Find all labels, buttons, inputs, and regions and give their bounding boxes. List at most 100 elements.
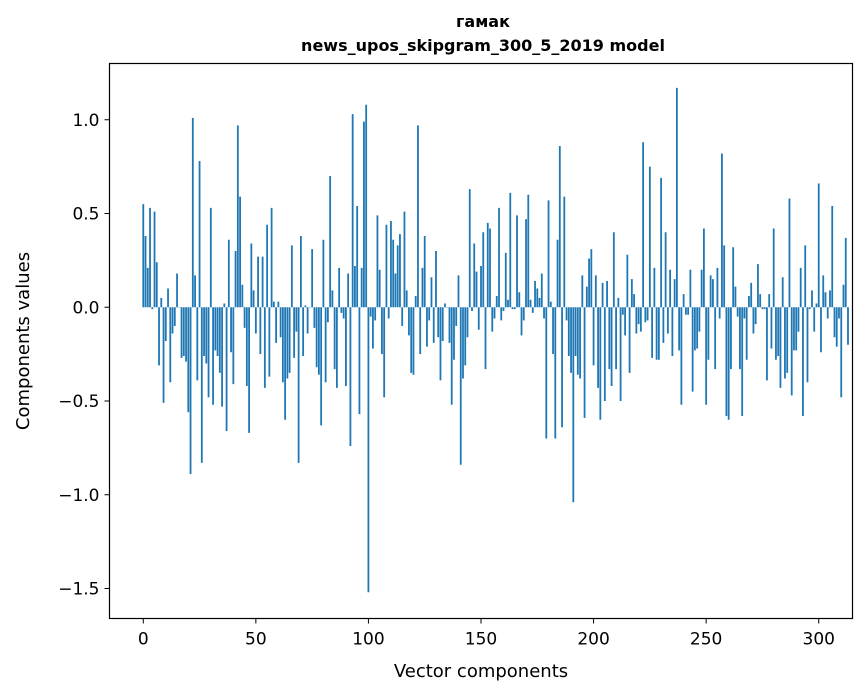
bar xyxy=(698,307,701,332)
bar xyxy=(572,307,575,503)
bar xyxy=(227,239,230,308)
bar xyxy=(493,307,496,319)
bar xyxy=(813,307,816,332)
bar xyxy=(651,307,654,358)
bar xyxy=(666,307,669,334)
bar xyxy=(367,307,370,593)
bar xyxy=(338,267,341,308)
bar xyxy=(160,297,163,308)
bar xyxy=(158,307,160,366)
bar xyxy=(333,307,336,370)
bar xyxy=(394,273,397,308)
bar xyxy=(806,307,809,383)
bar xyxy=(741,307,744,416)
x-tick-label: 300 xyxy=(803,630,835,650)
bar xyxy=(615,307,617,370)
bar xyxy=(495,296,498,308)
bar xyxy=(272,301,275,308)
bar xyxy=(336,307,338,388)
bar xyxy=(171,307,174,334)
bar xyxy=(763,307,766,310)
bar xyxy=(579,307,581,379)
bar xyxy=(363,121,365,308)
bar xyxy=(554,307,557,439)
bar xyxy=(432,307,435,343)
bar xyxy=(473,243,476,308)
bar xyxy=(536,288,539,308)
bar xyxy=(570,307,572,373)
bar xyxy=(173,307,176,326)
bar xyxy=(716,267,719,308)
bar xyxy=(671,307,674,356)
bar xyxy=(281,307,284,383)
bar xyxy=(628,307,631,373)
bar xyxy=(448,307,451,343)
bar xyxy=(534,281,536,308)
bar xyxy=(675,87,678,308)
bar xyxy=(673,279,676,308)
bar xyxy=(565,307,568,321)
bar xyxy=(680,307,683,405)
bar xyxy=(693,307,696,351)
bar xyxy=(297,307,300,463)
bar xyxy=(696,307,699,349)
bar xyxy=(223,303,226,308)
bar xyxy=(558,146,561,308)
bar xyxy=(718,307,721,319)
bar xyxy=(585,286,588,308)
bar xyxy=(270,207,273,308)
bar xyxy=(777,307,780,356)
bar xyxy=(793,307,795,351)
bar xyxy=(754,307,757,325)
bar xyxy=(327,307,329,323)
x-axis-ticks: 0 50 100 150 200 250 300 xyxy=(138,618,835,650)
bar xyxy=(653,267,656,308)
bar xyxy=(358,307,361,415)
bar xyxy=(829,290,831,308)
bar xyxy=(538,297,541,308)
bar xyxy=(705,307,708,405)
bar xyxy=(430,277,433,308)
bar xyxy=(563,196,566,308)
bar xyxy=(635,307,638,334)
bar xyxy=(317,307,320,375)
bar xyxy=(831,206,834,308)
bar xyxy=(340,307,343,313)
bar xyxy=(187,307,190,413)
bar xyxy=(162,307,165,403)
bar xyxy=(592,307,595,366)
y-tick-label: 0.0 xyxy=(72,298,99,318)
bar xyxy=(745,307,748,360)
bar xyxy=(399,234,401,308)
bar xyxy=(315,307,318,368)
bar xyxy=(349,307,352,446)
bar xyxy=(511,307,514,310)
bar xyxy=(601,282,604,308)
bar xyxy=(275,307,278,343)
x-tick-label: 100 xyxy=(352,630,384,650)
bar xyxy=(547,200,550,308)
bar xyxy=(381,307,383,355)
bar xyxy=(748,296,750,308)
y-axis-label: Components values xyxy=(13,252,34,430)
bar xyxy=(624,307,626,336)
bar xyxy=(518,292,521,308)
bar xyxy=(657,307,660,360)
bar xyxy=(405,290,408,308)
bar xyxy=(277,301,280,308)
bar xyxy=(662,307,665,343)
bar xyxy=(797,307,800,332)
bar xyxy=(826,307,829,319)
bar xyxy=(176,273,178,308)
bar xyxy=(302,307,305,356)
x-axis-label: Vector components xyxy=(394,661,568,682)
bar xyxy=(619,307,622,401)
bar xyxy=(342,307,345,319)
bar xyxy=(331,290,334,308)
bar xyxy=(637,307,640,325)
bar xyxy=(646,307,649,321)
bar xyxy=(678,307,681,351)
bar xyxy=(808,307,811,310)
y-tick-label: −0.5 xyxy=(58,392,99,412)
bar xyxy=(480,266,482,308)
